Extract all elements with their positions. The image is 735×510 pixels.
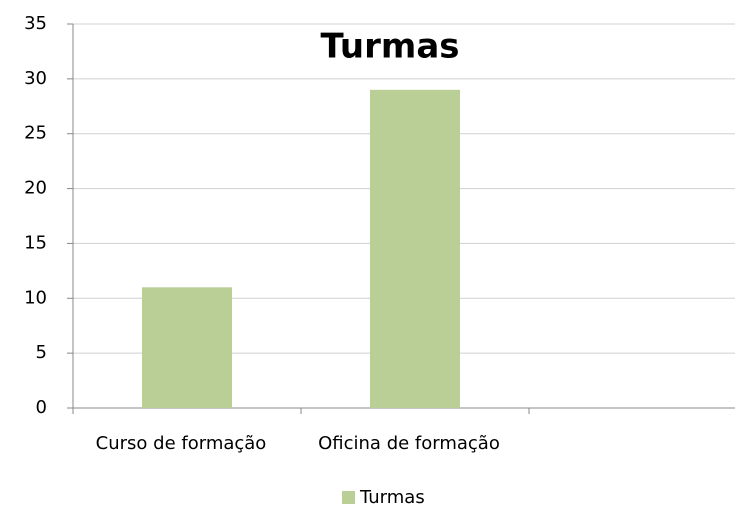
x-tick-label: Curso de formação xyxy=(96,433,267,454)
y-tick-label: 20 xyxy=(24,178,47,199)
y-tick-label: 35 xyxy=(24,13,47,34)
bar xyxy=(370,89,460,408)
y-tick-label: 5 xyxy=(36,342,47,363)
legend-label: Turmas xyxy=(359,487,425,508)
y-tick-label: 25 xyxy=(24,123,47,144)
y-tick-label: 30 xyxy=(24,68,47,89)
bar xyxy=(142,287,232,408)
x-tick-label: Oficina de formação xyxy=(318,433,500,454)
chart-title: Turmas xyxy=(320,27,459,67)
y-tick-label: 10 xyxy=(24,287,47,308)
y-tick-label: 0 xyxy=(36,397,47,418)
y-tick-label: 15 xyxy=(24,232,47,253)
legend-swatch xyxy=(342,491,355,504)
